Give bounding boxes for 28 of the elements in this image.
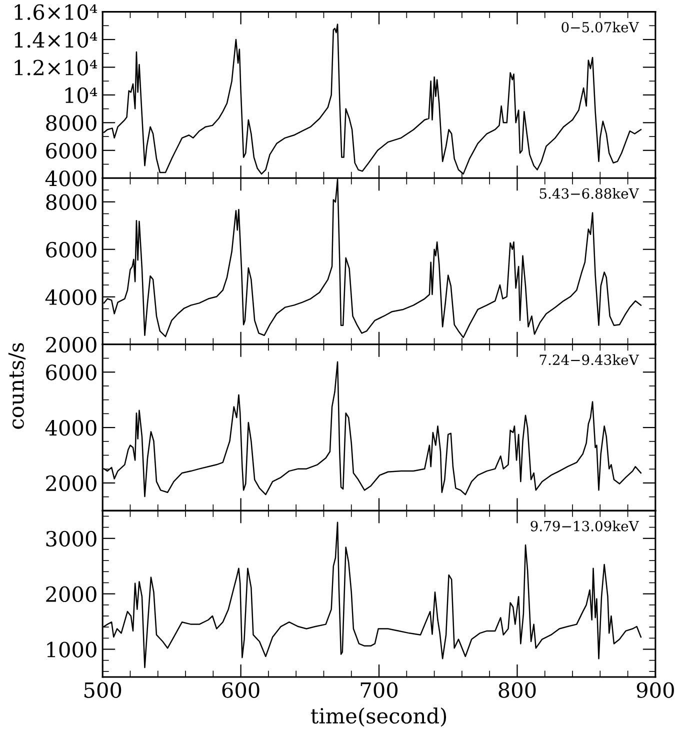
y-tick-label: 8000 bbox=[46, 115, 96, 131]
y-tick-label: 1000 bbox=[47, 642, 96, 658]
y-tick-label: 10⁴ bbox=[65, 87, 98, 104]
y-tick-label: 4000 bbox=[45, 170, 96, 186]
y-tick-label: 4000 bbox=[45, 289, 96, 306]
y-tick-label: 1.4×10⁴ bbox=[14, 32, 98, 48]
y-tick-label: 1.6×10⁴ bbox=[14, 4, 98, 20]
x-tick-label: 900 bbox=[636, 682, 674, 698]
annotation: 5.43−6.88keV bbox=[540, 188, 640, 199]
y-tick-label: 4000 bbox=[45, 420, 96, 436]
y-tick-label: 2000 bbox=[46, 475, 96, 492]
x-tick-label: 800 bbox=[498, 682, 536, 698]
x-tick-label: 500 bbox=[84, 682, 122, 698]
y-tick-label: 3000 bbox=[46, 530, 96, 547]
annotation: 7.24−9.43keV bbox=[540, 354, 640, 366]
annotation: 9.79−13.09keV bbox=[530, 520, 640, 532]
y-axis-title: counts/s bbox=[8, 343, 26, 429]
y-tick-label: 6000 bbox=[46, 142, 96, 159]
y-tick-label: 2000 bbox=[46, 586, 96, 602]
annotation: 0−5.07keV bbox=[562, 22, 640, 32]
y-tick-label: 8000 bbox=[46, 194, 96, 210]
x-tick-label: 700 bbox=[360, 682, 398, 698]
x-tick-label: 600 bbox=[222, 682, 260, 698]
y-tick-label: 6000 bbox=[46, 364, 96, 380]
y-tick-label: 6000 bbox=[46, 242, 96, 258]
y-tick-label: 1.2×10⁴ bbox=[14, 60, 98, 76]
y-tick-label: 2000 bbox=[46, 336, 96, 353]
x-axis-title: time(second) bbox=[310, 708, 446, 727]
